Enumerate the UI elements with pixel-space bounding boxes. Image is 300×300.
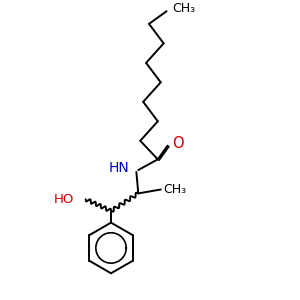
Text: HN: HN: [109, 161, 130, 175]
Text: HO: HO: [54, 193, 74, 206]
Text: CH₃: CH₃: [172, 2, 196, 15]
Text: O: O: [172, 136, 184, 151]
Text: CH₃: CH₃: [164, 183, 187, 196]
